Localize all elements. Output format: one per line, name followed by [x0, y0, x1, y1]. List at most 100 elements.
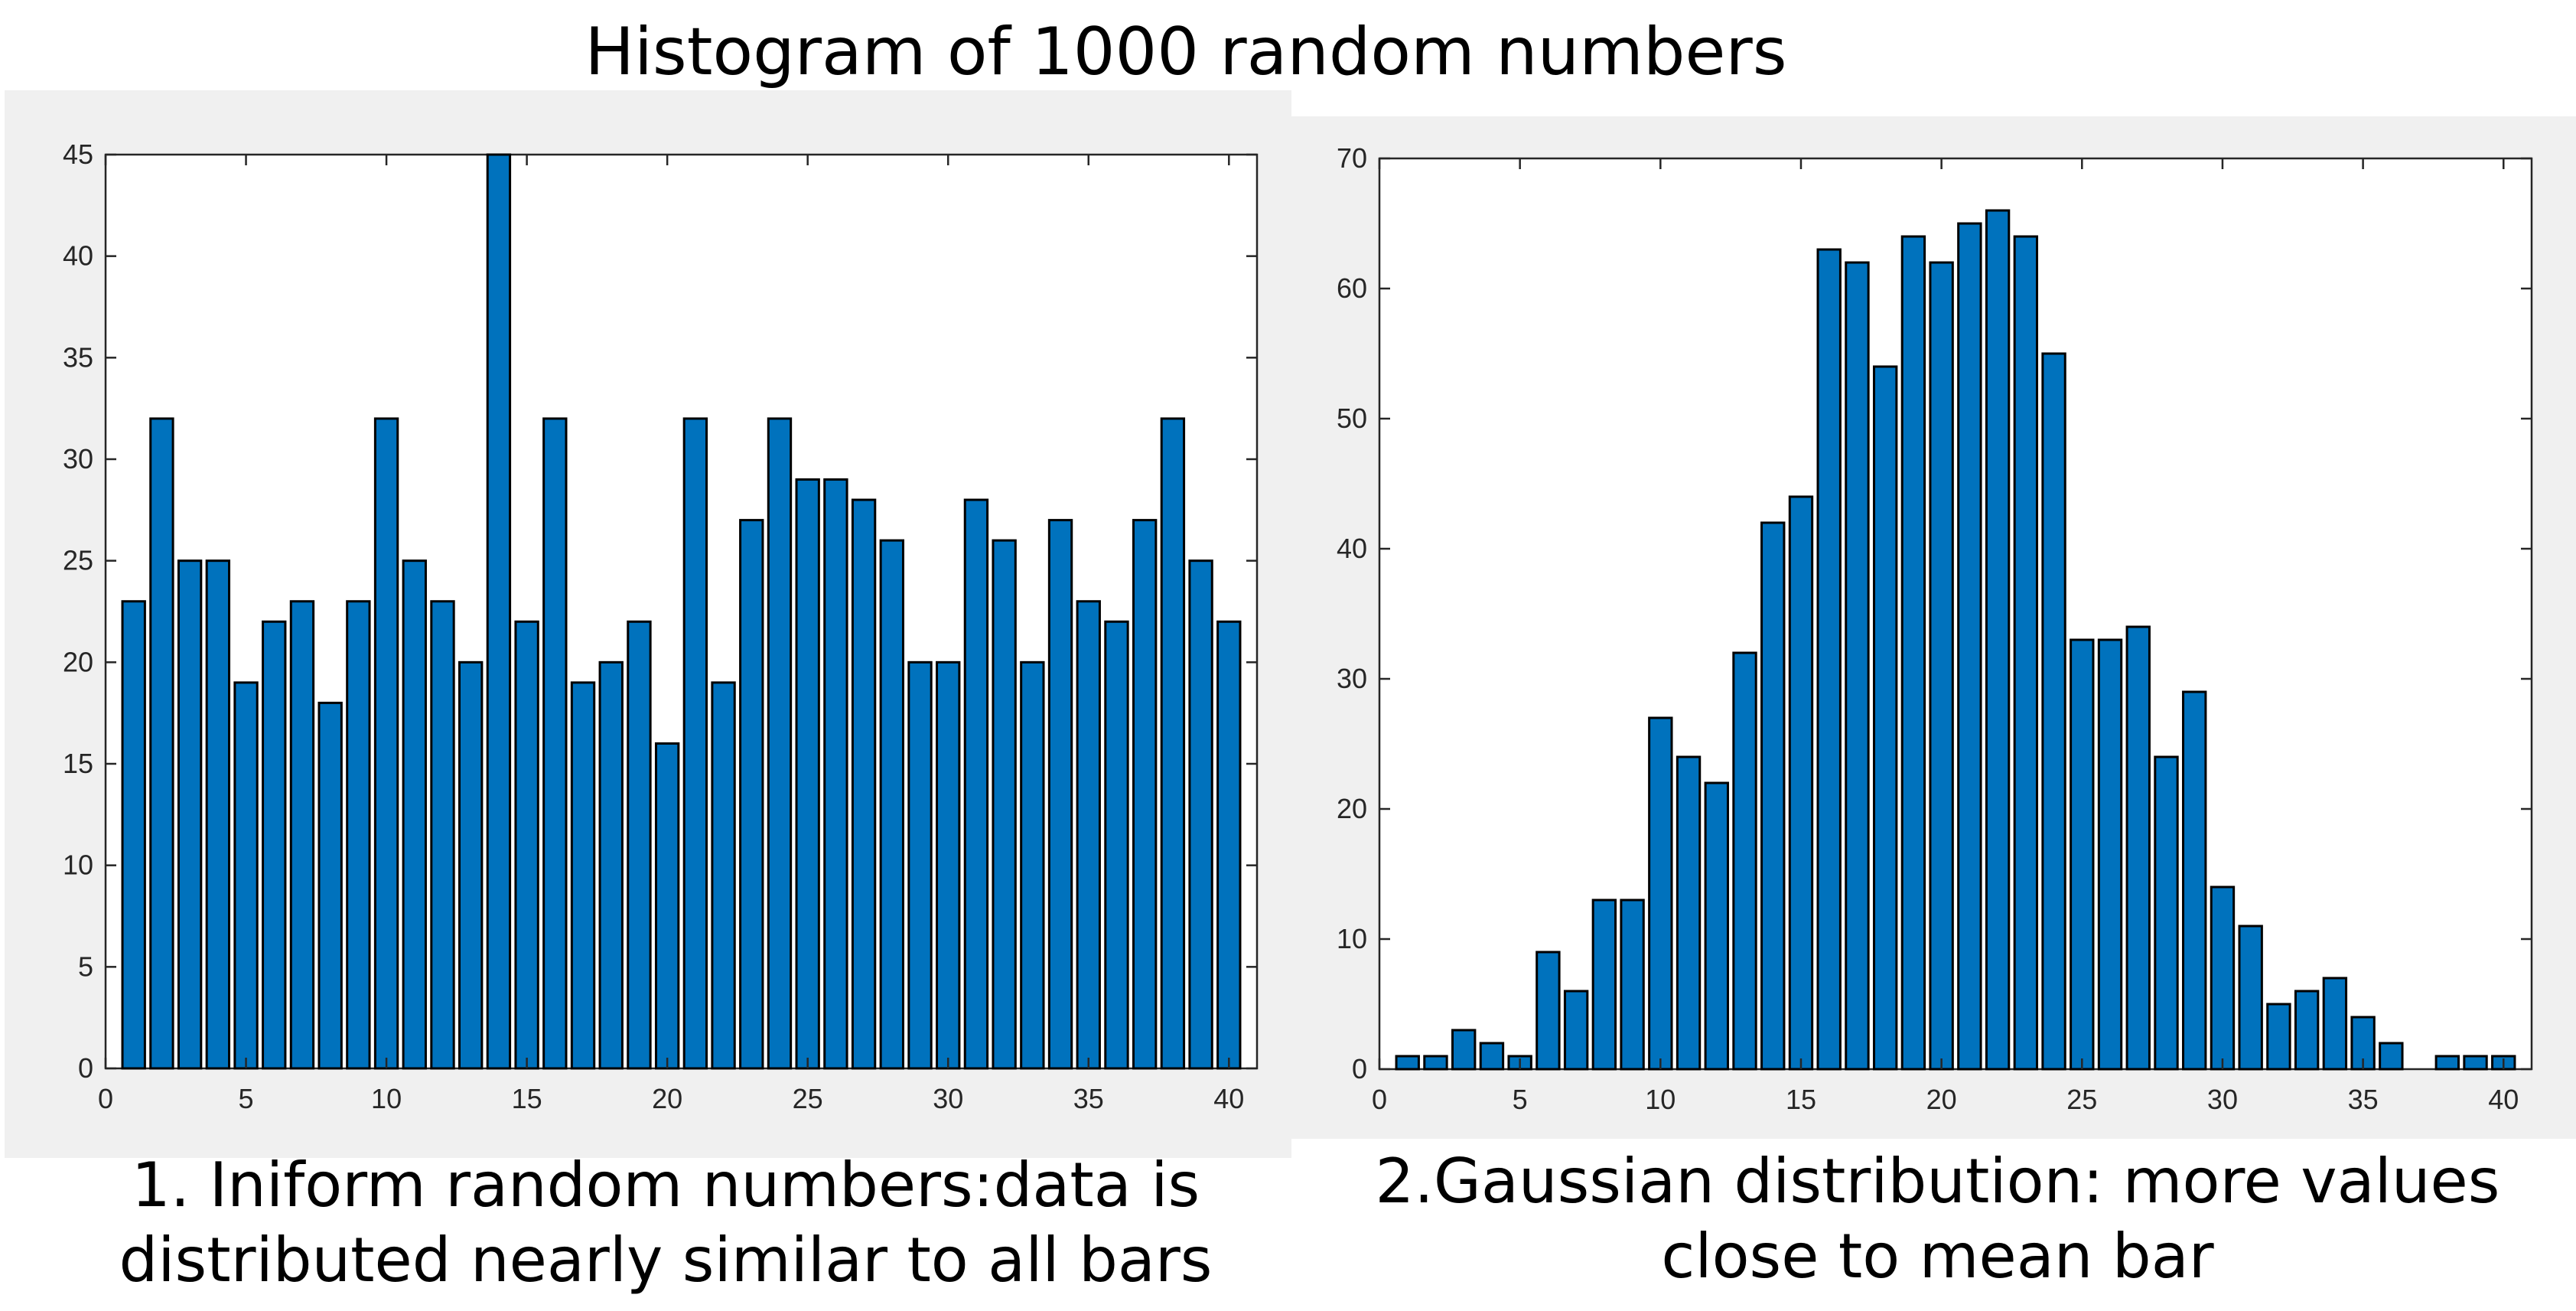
gaussian-bar-22 [1985, 209, 2011, 1071]
gaussian-plot-group: 0 5 10 15 20 25 30 35 40 0 10 20 30 40 50 60 70 [1337, 142, 2533, 1115]
gaussian-ytick-label-40: 40 [1337, 533, 1367, 564]
uniform-bar-34 [1047, 519, 1073, 1070]
uniform-bar-3 [177, 559, 203, 1070]
uniform-xtick-label-25: 25 [793, 1083, 823, 1114]
gaussian-bar-30 [2210, 885, 2236, 1071]
uniform-xtick-label-30: 30 [933, 1083, 963, 1114]
uniform-bar-29 [907, 660, 933, 1070]
gaussian-caption-text: 2.Gaussian distribution: more values clo… [1375, 1146, 2500, 1292]
gaussian-bar-23 [2013, 235, 2039, 1071]
uniform-bar-4 [205, 559, 231, 1070]
uniform-xtick-label-20: 20 [652, 1083, 682, 1114]
uniform-xtick-label-5: 5 [239, 1083, 254, 1114]
uniform-ytick-label-0: 0 [78, 1052, 93, 1084]
gaussian-bar-8 [1591, 898, 1617, 1071]
uniform-bar-14 [486, 153, 512, 1070]
uniform-bar-12 [430, 600, 455, 1070]
uniform-caption-text: 1. Iniform random numbers:data is distri… [119, 1150, 1213, 1296]
uniform-bar-17 [570, 681, 596, 1070]
uniform-bar-1 [121, 600, 146, 1070]
gaussian-xtick-label-20: 20 [1926, 1084, 1957, 1115]
gaussian-bar-18 [1872, 365, 1898, 1071]
uniform-bar-32 [992, 539, 1017, 1070]
uniform-bar-27 [851, 498, 877, 1070]
gaussian-bar-12 [1704, 781, 1729, 1071]
uniform-bar-36 [1104, 620, 1129, 1070]
uniform-bar-5 [233, 681, 259, 1070]
uniform-bar-25 [795, 478, 820, 1070]
uniform-bar-24 [767, 417, 793, 1070]
uniform-bar-7 [289, 600, 315, 1070]
uniform-bar-20 [654, 742, 680, 1070]
gaussian-bar-29 [2182, 690, 2207, 1071]
gaussian-bar-21 [1957, 222, 1982, 1071]
uniform-bar-39 [1188, 559, 1213, 1070]
uniform-bar-22 [711, 681, 736, 1070]
gaussian-bar-38 [2434, 1055, 2460, 1071]
uniform-bar-11 [402, 559, 427, 1070]
uniform-ytick-label-40: 40 [63, 240, 93, 272]
uniform-bar-33 [1020, 660, 1045, 1070]
gaussian-ytick-label-50: 50 [1337, 403, 1367, 434]
gaussian-xtick-label-10: 10 [1645, 1084, 1676, 1115]
uniform-plot-group: 0 5 10 15 20 25 30 35 40 0 5 10 15 20 25 30 35 40 45 [63, 139, 1259, 1114]
gaussian-bar-36 [2379, 1042, 2404, 1071]
uniform-caption: 1. Iniform random numbers:data is distri… [15, 1148, 1316, 1298]
uniform-xtick-label-10: 10 [371, 1083, 402, 1114]
gaussian-bar-14 [1760, 521, 1786, 1071]
uniform-bar-19 [627, 620, 652, 1070]
uniform-ytick-label-5: 5 [78, 951, 93, 982]
gaussian-bar-25 [2070, 638, 2095, 1071]
uniform-ytick-label-35: 35 [63, 341, 93, 373]
gaussian-bar-28 [2154, 755, 2179, 1071]
gaussian-ytick-label-70: 70 [1337, 142, 1367, 174]
uniform-ytick-label-20: 20 [63, 646, 93, 677]
gaussian-bar-7 [1563, 990, 1589, 1071]
uniform-bar-26 [823, 478, 848, 1070]
gaussian-bar-11 [1676, 755, 1702, 1071]
gaussian-bar-13 [1732, 651, 1757, 1071]
uniform-bar-30 [936, 660, 961, 1070]
gaussian-bar-32 [2266, 1003, 2291, 1071]
uniform-xtick-label-35: 35 [1073, 1083, 1104, 1114]
gaussian-bar-39 [2463, 1055, 2488, 1071]
uniform-bar-40 [1216, 620, 1242, 1070]
uniform-bar-6 [262, 620, 287, 1070]
uniform-bar-28 [879, 539, 904, 1070]
gaussian-xtick-label-5: 5 [1513, 1084, 1528, 1115]
uniform-bar-21 [682, 417, 708, 1070]
gaussian-bar-20 [1929, 261, 1954, 1071]
gaussian-xtick-label-25: 25 [2066, 1084, 2097, 1115]
uniform-bar-16 [542, 417, 568, 1070]
gaussian-bar-27 [2125, 625, 2151, 1071]
gaussian-bar-16 [1816, 248, 1842, 1071]
uniform-xtick-label-40: 40 [1213, 1083, 1244, 1114]
gaussian-bar-1 [1395, 1055, 1420, 1071]
gaussian-bar-6 [1536, 951, 1561, 1071]
gaussian-xtick-label-35: 35 [2348, 1084, 2379, 1115]
gaussian-bar-10 [1648, 716, 1673, 1071]
gaussian-bar-31 [2238, 925, 2263, 1071]
gaussian-xtick-label-0: 0 [1372, 1084, 1387, 1115]
uniform-ytick-label-15: 15 [63, 748, 93, 779]
gaussian-ytick-label-60: 60 [1337, 272, 1367, 304]
uniform-xtick-label-0: 0 [98, 1083, 113, 1114]
gaussian-bar-2 [1423, 1055, 1448, 1071]
uniform-bar-23 [739, 519, 764, 1070]
gaussian-bar-15 [1788, 495, 1814, 1071]
gaussian-caption: 2.Gaussian distribution: more values clo… [1301, 1144, 2574, 1294]
gaussian-xtick-label-40: 40 [2488, 1084, 2519, 1115]
uniform-bar-10 [373, 417, 399, 1070]
uniform-bar-18 [598, 660, 624, 1070]
gaussian-bar-24 [2041, 352, 2066, 1071]
gaussian-bar-17 [1845, 261, 1870, 1071]
uniform-bar-9 [346, 600, 371, 1070]
uniform-bar-35 [1076, 600, 1101, 1070]
gaussian-xtick-label-30: 30 [2207, 1084, 2238, 1115]
uniform-bar-15 [514, 620, 539, 1070]
gaussian-bar-19 [1900, 235, 1926, 1071]
uniform-ytick-label-45: 45 [63, 139, 93, 170]
uniform-bar-38 [1160, 417, 1186, 1070]
gaussian-bar-33 [2294, 990, 2320, 1071]
